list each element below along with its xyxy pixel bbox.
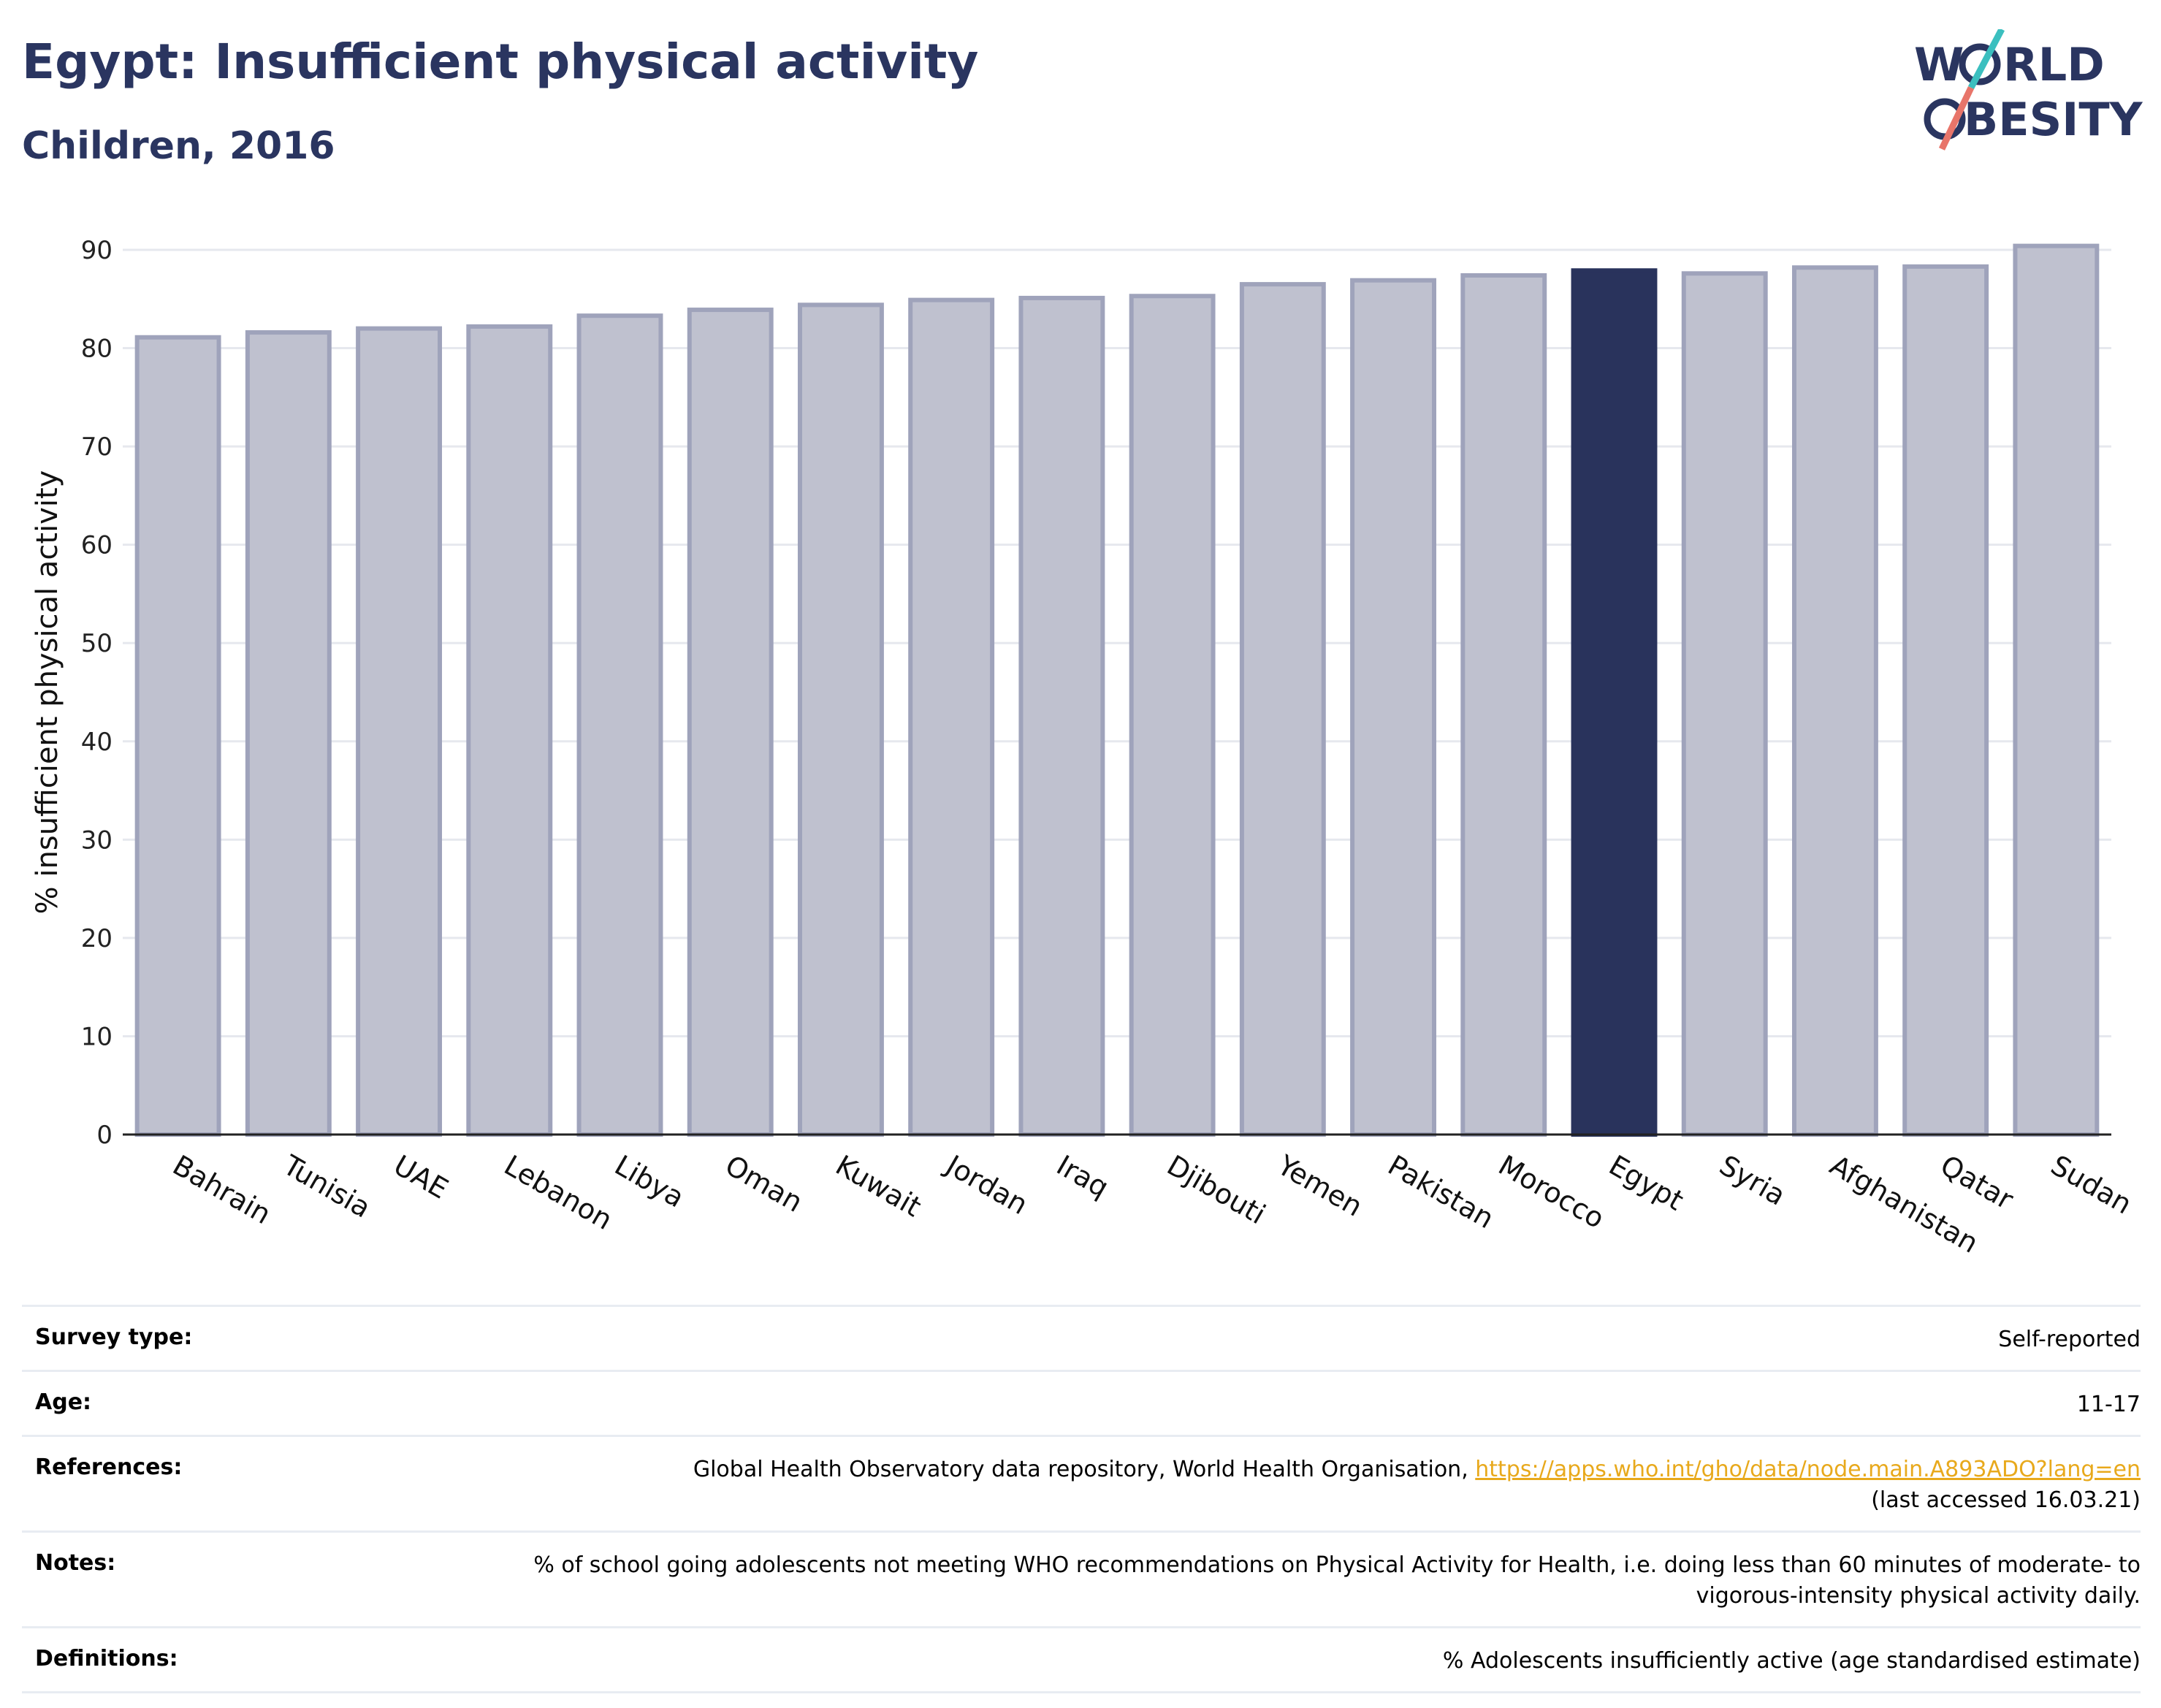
x-tick-label: Qatar bbox=[1935, 1149, 2019, 1216]
y-tick-label: 10 bbox=[81, 1022, 113, 1051]
bar-jordan bbox=[908, 297, 995, 1137]
bar-uae bbox=[356, 326, 443, 1137]
bar-qatar bbox=[1902, 264, 1989, 1137]
x-tick-label: Yemen bbox=[1271, 1148, 1368, 1223]
y-tick-label: 50 bbox=[81, 629, 113, 658]
info-row-age: Age: 11-17 bbox=[22, 1370, 2141, 1435]
info-value: 11-17 bbox=[2076, 1392, 2141, 1417]
y-tick-label: 0 bbox=[96, 1121, 113, 1150]
bar-egypt bbox=[1571, 268, 1658, 1137]
svg-text:W: W bbox=[1914, 38, 1964, 91]
y-tick-label: 80 bbox=[81, 335, 113, 364]
bar-bahrain bbox=[134, 335, 221, 1137]
bar-oman bbox=[687, 308, 774, 1137]
chart-title: Egypt: Insufficient physical activity bbox=[22, 34, 979, 90]
info-key: References: bbox=[35, 1455, 183, 1480]
info-row-definitions: Definitions: % Adolescents insufficientl… bbox=[22, 1626, 2141, 1693]
info-row-survey: Survey type: Self-reported bbox=[22, 1305, 2141, 1370]
info-key: Definitions: bbox=[35, 1646, 178, 1671]
info-row-references: References: Global Health Observatory da… bbox=[22, 1435, 2141, 1530]
x-tick-label: Tunisia bbox=[277, 1148, 376, 1224]
bar-lebanon bbox=[466, 324, 553, 1137]
x-tick-label: Jordan bbox=[940, 1148, 1033, 1221]
y-tick-label: 70 bbox=[81, 432, 113, 462]
bar-sudan bbox=[2013, 243, 2100, 1137]
bar-iraq bbox=[1018, 295, 1105, 1137]
y-tick-label: 40 bbox=[81, 728, 113, 757]
x-tick-label: Oman bbox=[720, 1149, 808, 1219]
svg-text:RLD: RLD bbox=[2003, 38, 2105, 91]
bar-syria bbox=[1681, 271, 1768, 1137]
info-table: Survey type: Self-reported Age: 11-17 Re… bbox=[22, 1305, 2141, 1693]
bar-kuwait bbox=[797, 302, 884, 1137]
bar-yemen bbox=[1239, 282, 1326, 1137]
y-tick-label: 90 bbox=[81, 236, 113, 265]
info-key: Survey type: bbox=[35, 1324, 193, 1350]
bar-tunisia bbox=[245, 330, 332, 1137]
x-tick-label: Morocco bbox=[1493, 1149, 1610, 1235]
bars bbox=[134, 243, 2100, 1137]
x-tick-label: Pakistan bbox=[1383, 1149, 1500, 1235]
svg-text:BESITY: BESITY bbox=[1964, 93, 2143, 146]
reference-accessed: (last accessed 16.03.21) bbox=[1871, 1487, 2141, 1513]
x-tick-label: Kuwait bbox=[830, 1149, 926, 1224]
y-tick-label: 60 bbox=[81, 531, 113, 560]
x-tick-label: Iraq bbox=[1051, 1149, 1114, 1204]
bar-morocco bbox=[1460, 272, 1547, 1137]
chart-subtitle: Children, 2016 bbox=[22, 124, 335, 168]
info-key: Age: bbox=[35, 1389, 92, 1415]
info-row-notes: Notes: % of school going adolescents not… bbox=[22, 1530, 2141, 1626]
bar-afghanistan bbox=[1791, 265, 1878, 1137]
bar-chart: 0 10 20 30 40 50 60 70 80 90 Bahrain Tunisia UAE Leba… bbox=[31, 236, 2138, 1259]
x-tick-label: Sudan bbox=[2046, 1149, 2138, 1221]
y-tick-label: 30 bbox=[81, 826, 113, 855]
reference-text: Global Health Observatory data repositor… bbox=[693, 1457, 1476, 1482]
bar-libya bbox=[576, 313, 663, 1137]
info-key: Notes: bbox=[35, 1550, 116, 1576]
x-tick-label: Lebanon bbox=[499, 1149, 618, 1236]
x-tick-label: Egypt bbox=[1604, 1149, 1689, 1217]
world-obesity-logo: W RLD BESITY bbox=[1914, 29, 2143, 150]
info-value: % of school going adolescents not meetin… bbox=[533, 1552, 2141, 1609]
y-tick-label: 20 bbox=[81, 924, 113, 953]
reference-link[interactable]: https://apps.who.int/gho/data/node.main.… bbox=[1475, 1457, 2141, 1482]
info-value: % Adolescents insufficiently active (age… bbox=[1442, 1648, 2141, 1674]
x-tick-label: Djibouti bbox=[1162, 1149, 1271, 1231]
bar-pakistan bbox=[1350, 278, 1437, 1137]
bar-djibouti bbox=[1129, 294, 1216, 1137]
x-tick-label: Bahrain bbox=[167, 1149, 276, 1231]
x-tick-label: Libya bbox=[609, 1149, 690, 1214]
x-tick-label: Syria bbox=[1714, 1149, 1791, 1212]
x-tick-label: UAE bbox=[389, 1149, 454, 1205]
info-value: Global Health Observatory data repositor… bbox=[693, 1455, 2141, 1516]
info-value: Self-reported bbox=[1998, 1327, 2141, 1352]
y-axis-label: % insufficient physical activity bbox=[31, 470, 64, 915]
